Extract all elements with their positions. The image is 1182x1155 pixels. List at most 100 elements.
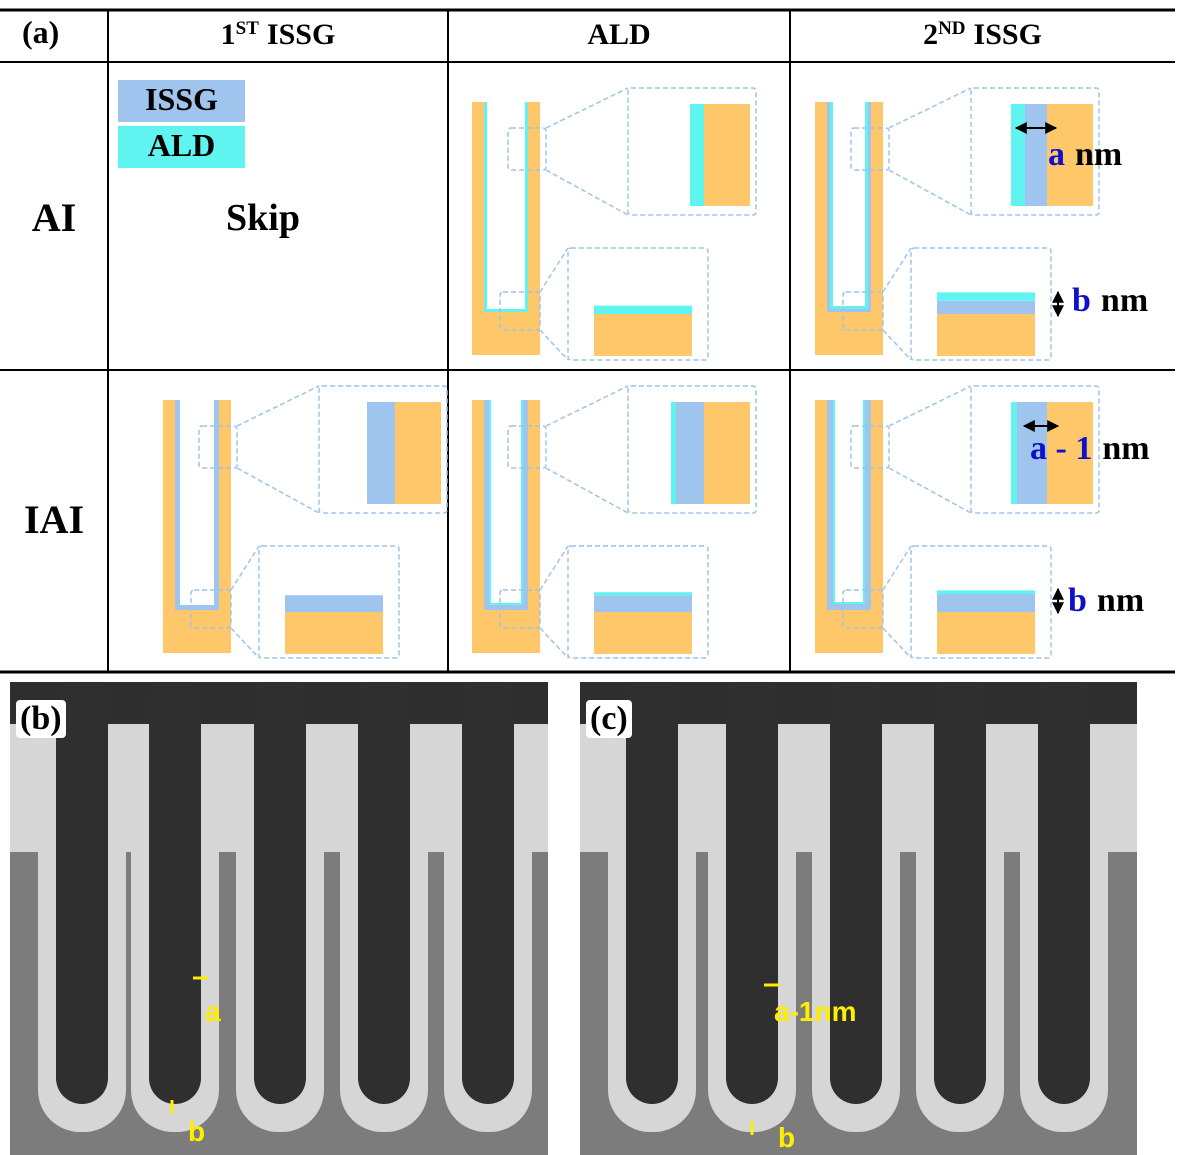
- legend-label: ALD: [118, 127, 245, 164]
- zoom-layer: [1011, 402, 1017, 504]
- panel-label: (a): [22, 14, 59, 51]
- annotation-var: a: [1048, 136, 1065, 173]
- tem-label: b: [778, 1122, 795, 1154]
- zoom-substrate: [937, 612, 1035, 654]
- header-text: 2: [923, 18, 938, 51]
- trench-void: [491, 400, 521, 603]
- skip-label: Skip: [226, 196, 300, 240]
- annotation-unit: nm: [1101, 282, 1148, 319]
- zoom-connector: [540, 546, 568, 590]
- trench-diagram: [472, 386, 756, 658]
- zoom-connector: [883, 546, 911, 590]
- zoom-connector: [546, 88, 628, 128]
- zoom-substrate: [594, 314, 692, 356]
- zoom-layer: [594, 306, 692, 314]
- zoom-layer: [594, 592, 692, 595]
- zoom-connector: [237, 386, 319, 426]
- zoom-layer: [937, 590, 1035, 594]
- zoom-substrate: [704, 402, 750, 504]
- annotation-var: b: [1068, 582, 1087, 619]
- zoom-layer: [937, 301, 1035, 314]
- trench-void: [487, 102, 525, 309]
- zoom-connector: [540, 628, 568, 658]
- zoom-layer: [671, 402, 676, 504]
- legend-label: ISSG: [118, 81, 245, 118]
- column-header: ALD: [448, 18, 790, 52]
- trench-void: [833, 102, 865, 306]
- tem-fill: [726, 672, 778, 1104]
- zoom-substrate: [285, 612, 383, 654]
- trench-diagram: [472, 88, 756, 360]
- zoom-connector: [546, 386, 628, 426]
- zoom-substrate: [395, 402, 441, 504]
- zoom-connector: [883, 628, 911, 658]
- zoom-connector: [889, 468, 971, 513]
- zoom-layer: [1025, 104, 1047, 206]
- zoom-connector: [883, 248, 911, 292]
- annotation-unit: nm: [1075, 136, 1122, 173]
- tem-fill: [934, 672, 986, 1104]
- trench-void: [180, 400, 214, 605]
- annotation-var: b: [1072, 282, 1091, 319]
- zoom-connector: [231, 628, 259, 658]
- tem-fill: [358, 672, 410, 1104]
- trench-diagram: [815, 88, 1099, 360]
- zoom-layer: [367, 402, 395, 504]
- zoom-layer: [937, 292, 1035, 300]
- figure-graphics: [0, 0, 1182, 1155]
- zoom-layer: [690, 104, 704, 206]
- trench-diagram: [163, 386, 447, 658]
- zoom-connector: [889, 386, 971, 426]
- header-text: 1: [221, 18, 236, 51]
- tem-label: b: [188, 1116, 205, 1148]
- tem-image: [10, 672, 548, 1155]
- column-header: 1ST ISSG: [108, 18, 448, 52]
- panel-label: (c): [586, 700, 632, 738]
- annotation: bnm: [1072, 282, 1148, 320]
- zoom-substrate: [937, 314, 1035, 356]
- zoom-connector: [540, 248, 568, 292]
- tem-fill: [149, 672, 201, 1104]
- row-label: IAI: [0, 496, 108, 543]
- zoom-layer: [285, 595, 383, 612]
- trench-void: [835, 400, 863, 602]
- annotation-unit: nm: [1097, 582, 1144, 619]
- header-sup: ND: [938, 18, 965, 39]
- zoom-connector: [883, 330, 911, 360]
- zoom-connector: [231, 546, 259, 590]
- header-sup: ST: [236, 18, 259, 39]
- zoom-connector: [889, 170, 971, 215]
- header-text: ISSG: [974, 18, 1042, 51]
- tem-fill: [626, 672, 678, 1104]
- tem-fill: [830, 672, 882, 1104]
- annotation-var: a - 1: [1030, 430, 1092, 467]
- tem-label: a-1nm: [774, 996, 856, 1028]
- zoom-layer: [676, 402, 704, 504]
- header-text: ISSG: [267, 18, 335, 51]
- zoom-connector: [889, 88, 971, 128]
- annotation: a - 1 nm: [1030, 430, 1150, 468]
- zoom-layer: [594, 595, 692, 612]
- zoom-layer: [1011, 104, 1025, 206]
- header-text: ALD: [587, 18, 650, 51]
- zoom-substrate: [704, 104, 750, 206]
- tem-fill: [462, 672, 514, 1104]
- tem-label: a: [205, 996, 221, 1028]
- tem-image: [580, 672, 1137, 1155]
- figure: (a) 1STISSG ALD 2NDISSG ISSG ALD AI IAI …: [0, 0, 1182, 1155]
- zoom-substrate: [594, 612, 692, 654]
- zoom-connector: [546, 170, 628, 215]
- row-label: AI: [0, 194, 108, 241]
- column-header: 2ND ISSG: [790, 18, 1175, 52]
- panel-label: (b): [16, 700, 66, 738]
- tem-fill: [254, 672, 306, 1104]
- zoom-connector: [546, 468, 628, 513]
- process-diagrams: [163, 88, 1099, 658]
- zoom-connector: [540, 330, 568, 360]
- annotation-unit: nm: [1102, 430, 1149, 467]
- tem-fill: [1038, 672, 1090, 1104]
- zoom-connector: [237, 468, 319, 513]
- zoom-layer: [937, 594, 1035, 612]
